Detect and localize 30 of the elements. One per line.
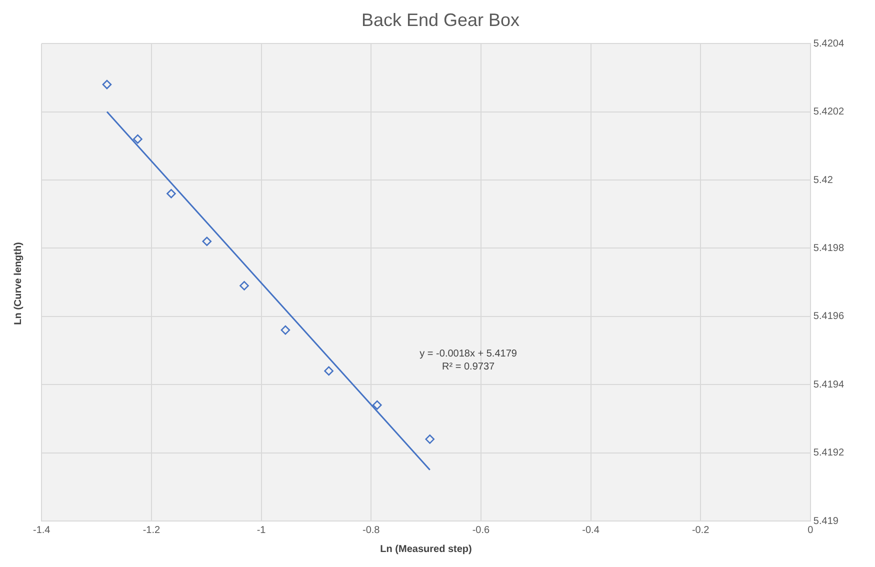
point — [202, 236, 212, 246]
x-tick-label: -1.4 — [33, 524, 51, 536]
y-tick-label: 5.42 — [813, 174, 834, 186]
point — [372, 400, 382, 410]
x-tick-label: -1 — [256, 524, 266, 536]
x-tick-label: 0 — [808, 524, 814, 536]
y-tick-label: 5.4196 — [813, 311, 844, 322]
x-axis-title: Ln (Measured step) — [380, 544, 472, 555]
x-tick-label: -1.2 — [142, 524, 160, 536]
y-tick-label: 5.4202 — [813, 106, 844, 118]
y-tick-label: 5.4204 — [813, 38, 844, 50]
y-tick-label: 5.419 — [813, 516, 839, 527]
point — [102, 80, 112, 90]
point — [324, 366, 334, 376]
annotation: R² = 0.9737 — [442, 361, 495, 372]
point — [166, 188, 176, 198]
point — [133, 134, 142, 144]
x-tick-label: -0.4 — [582, 524, 600, 536]
y-axis-title: Ln (Curve length) — [12, 242, 24, 325]
chart-title: Back End Gear Box — [361, 10, 520, 30]
y-tick-label: 5.4194 — [813, 379, 844, 390]
y-tick-label: 5.4192 — [813, 448, 844, 459]
point — [240, 281, 249, 290]
y-tick-label: 5.4198 — [813, 242, 844, 254]
annotation: y = -0.0018x + 5.4179 — [420, 348, 518, 360]
point — [425, 434, 435, 444]
x-tick-label: -0.2 — [692, 524, 710, 536]
x-tick-label: -0.8 — [362, 524, 380, 536]
point — [280, 325, 290, 335]
x-tick-label: -0.6 — [472, 524, 490, 536]
